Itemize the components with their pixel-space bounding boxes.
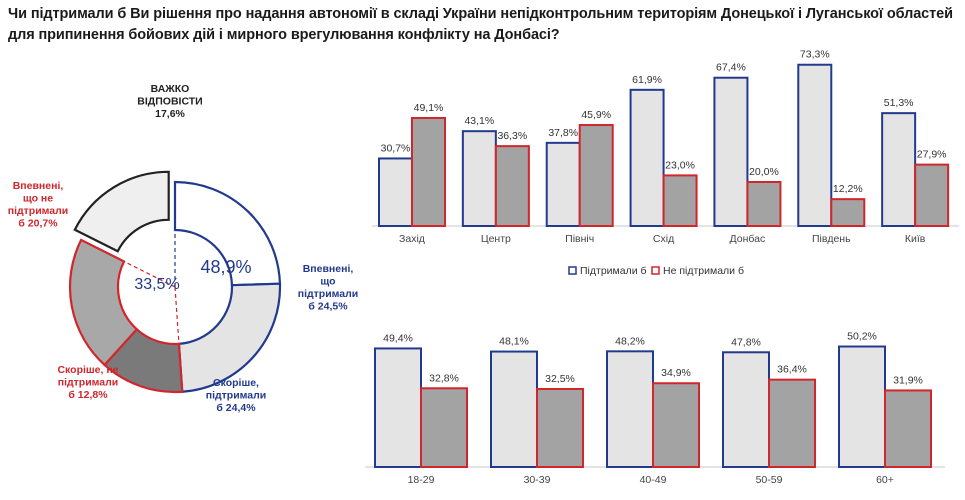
data-label: 36,4% — [777, 364, 807, 376]
bar — [578, 124, 614, 227]
data-label: 49,4% — [383, 332, 413, 344]
data-label: 34,9% — [661, 367, 691, 379]
data-label: 36,3% — [497, 130, 527, 142]
donut-label-line: б 12,8% — [68, 389, 108, 401]
legend-swatch-support — [568, 266, 577, 275]
donut-label-line: що не — [23, 193, 53, 205]
bar — [746, 181, 782, 227]
bar — [536, 388, 584, 468]
donut-slice-label: Впевнені, що не підтримали б 20,7% — [8, 180, 69, 230]
category-label: 60+ — [876, 474, 894, 486]
data-label: 61,9% — [632, 74, 662, 86]
bar — [494, 145, 530, 227]
data-label: 23,0% — [665, 159, 695, 171]
donut-slice — [177, 282, 282, 393]
donut-label-line: Впевнені, — [13, 180, 64, 192]
bar — [797, 63, 833, 227]
data-label: 27,9% — [917, 149, 947, 161]
data-label: 43,1% — [464, 115, 494, 127]
category-label: Донбас — [730, 233, 766, 245]
donut-label-line: Скоріше, — [213, 377, 259, 389]
bar — [884, 389, 932, 468]
donut-support-total: 48,9% — [200, 257, 251, 277]
donut-slice-label: ВАЖКО ВІДПОВІСТИ 17,6% — [137, 83, 202, 120]
donut-slice — [68, 238, 139, 367]
bar — [629, 88, 665, 227]
data-label: 50,2% — [847, 331, 877, 343]
data-label: 73,3% — [800, 49, 830, 61]
donut-label-line: б 24,4% — [216, 402, 256, 414]
donut-label-line: підтримали — [298, 288, 359, 300]
bar — [461, 130, 497, 227]
donut-label-line: ВАЖКО — [151, 83, 190, 95]
donut-label-line: ВІДПОВІСТИ — [137, 96, 202, 108]
donut-label-line: б 20,7% — [18, 218, 58, 230]
data-label: 12,2% — [833, 183, 863, 195]
donut-label-line: підтримали — [206, 390, 267, 402]
legend-label: Підтримали б — [580, 265, 647, 277]
donut-slice-label: Впевнені, що підтримали б 24,5% — [298, 263, 359, 313]
legend-swatch-nosupport — [651, 266, 660, 275]
donut-label-line: б 24,5% — [308, 301, 348, 313]
bar — [652, 382, 700, 468]
data-label: 47,8% — [731, 336, 761, 348]
data-label: 45,9% — [581, 109, 611, 121]
bar — [914, 163, 950, 227]
data-label: 31,9% — [893, 374, 923, 386]
donut-label-line: Впевнені, — [303, 263, 354, 275]
bar — [830, 198, 866, 228]
data-label: 20,0% — [749, 166, 779, 178]
bar — [374, 347, 422, 468]
category-label: Київ — [905, 233, 926, 245]
category-label: Центр — [481, 233, 511, 245]
donut-slice — [173, 180, 282, 287]
data-label: 51,3% — [884, 97, 914, 109]
category-label: 18-29 — [408, 474, 435, 486]
category-label: Захід — [399, 233, 425, 245]
donut-label-line: що — [320, 276, 335, 288]
category-label: Схід — [653, 233, 674, 245]
data-label: 49,1% — [414, 102, 444, 114]
donut-divider-line — [174, 286, 180, 344]
data-label: 48,1% — [499, 336, 529, 348]
donut-label-line: підтримали — [8, 205, 69, 217]
bar — [490, 350, 538, 468]
donut-slice — [73, 170, 170, 253]
bar — [545, 141, 581, 227]
category-label: 30-39 — [524, 474, 551, 486]
bar — [411, 116, 446, 227]
bar — [662, 174, 698, 227]
donut-divider-line — [123, 260, 176, 288]
donut-label-line: 17,6% — [155, 108, 185, 120]
bar — [768, 378, 816, 469]
bar — [881, 112, 917, 227]
data-label: 30,7% — [381, 142, 411, 154]
data-label: 32,5% — [545, 373, 575, 385]
bar — [722, 351, 770, 468]
data-label: 67,4% — [716, 62, 746, 74]
donut-slice-label: Скоріше, не підтримали б 12,8% — [57, 364, 118, 401]
category-label: 40-49 — [640, 474, 667, 486]
category-label: Північ — [565, 233, 594, 245]
data-label: 37,8% — [548, 127, 578, 139]
donut-slice-label: Скоріше, підтримали б 24,4% — [206, 377, 267, 414]
category-label: Південь — [812, 233, 851, 245]
legend-label: Не підтримали б — [663, 265, 744, 277]
bar — [378, 157, 413, 228]
donut-label-line: Скоріше, не — [57, 364, 118, 376]
chart-title: Чи підтримали б Ви рішення про надання а… — [8, 6, 953, 43]
bar — [420, 387, 468, 468]
data-label: 48,2% — [615, 335, 645, 347]
bar — [606, 350, 654, 469]
donut-nosupport-total: 33,5% — [134, 276, 179, 293]
bar — [838, 345, 886, 468]
bar — [713, 76, 749, 227]
data-label: 32,8% — [429, 372, 459, 384]
category-label: 50-59 — [756, 474, 783, 486]
donut-label-line: підтримали — [58, 377, 119, 389]
